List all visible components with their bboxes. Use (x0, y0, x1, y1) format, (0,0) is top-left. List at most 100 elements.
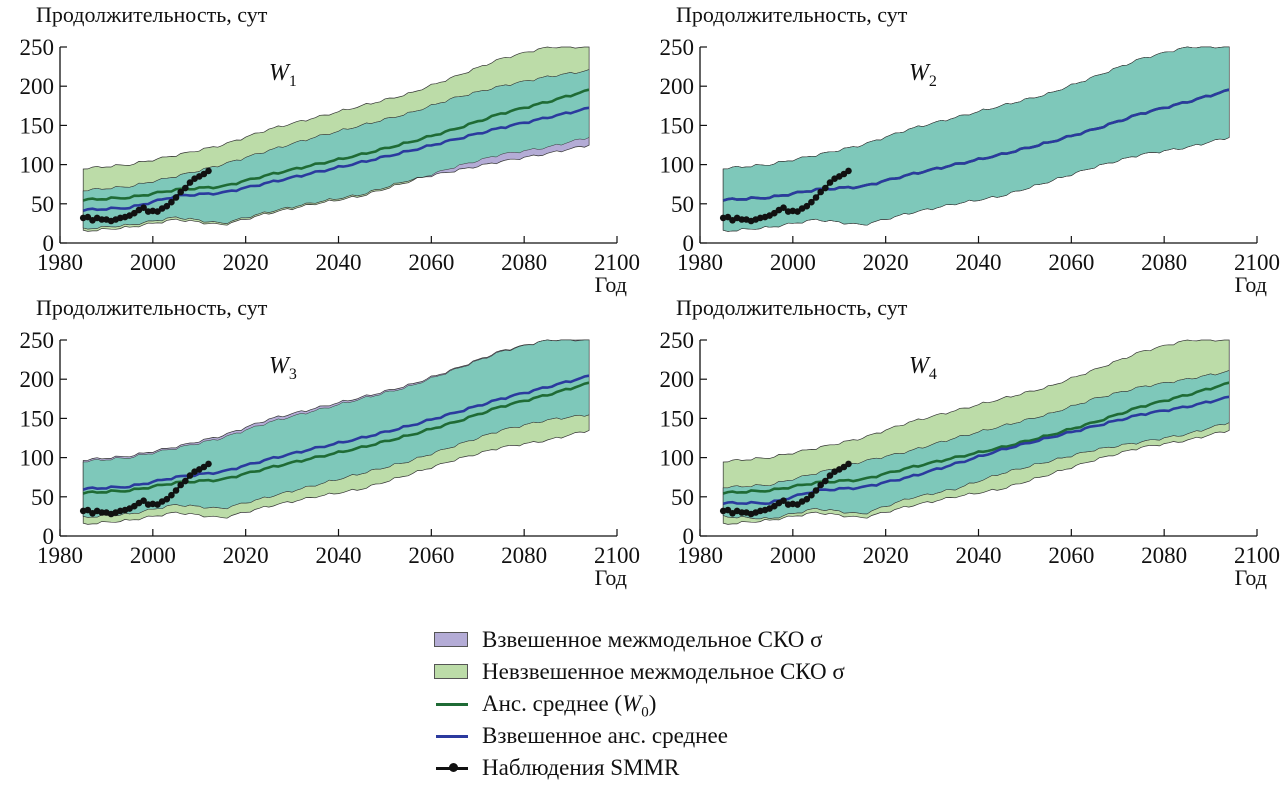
ens-mean-suffix: ) (648, 691, 657, 716)
y-axis-label: Продолжительность, сут (676, 295, 908, 320)
x-tick-label: 2040 (956, 543, 1002, 568)
observation-point (205, 460, 212, 468)
chart-panel-2: 0 50 100 150 200 250 1980 2000 2020 2040 2060 2080 2… (660, 2, 1281, 297)
observation-point (812, 194, 820, 201)
weighted-sigma-swatch (434, 632, 468, 647)
x-tick-label: 2040 (316, 543, 362, 568)
x-axis-label: Год (1235, 565, 1267, 590)
ens-mean-line (722, 381, 1230, 495)
weighted-mean-line-swatch (436, 735, 468, 738)
ens-mean-sub: 0 (641, 704, 649, 721)
y-tick-label: 150 (660, 406, 695, 431)
observation-point (822, 477, 829, 485)
observation-point (845, 167, 852, 175)
observation-point (84, 506, 92, 514)
weighted-mean-line (722, 395, 1230, 506)
observation-point (803, 202, 811, 210)
x-tick-label: 2000 (770, 543, 816, 568)
legend-item-unweighted-sigma: Невзвешенное межмодельное СКО σ (432, 656, 952, 688)
x-tick-label: 2020 (223, 543, 269, 568)
observation-point (168, 491, 175, 499)
y-tick-label: 100 (20, 153, 55, 178)
legend-label-weighted-mean: Взвешенное анс. среднее (482, 723, 728, 748)
x-tick-label: 2000 (770, 250, 816, 275)
x-tick-label: 2060 (1048, 250, 1094, 275)
observation-point (186, 472, 194, 479)
observation-point (140, 497, 147, 505)
observation-point (817, 188, 824, 196)
legend-item-observations: Наблюдения SMMR (432, 752, 952, 784)
panel-symbol: W4 (909, 353, 937, 383)
ens-mean-line-swatch (436, 703, 468, 706)
y-axis-label: Продолжительность, сут (36, 295, 268, 320)
legend-label-weighted-sigma: Взвешенное межмодельное СКО σ (482, 627, 823, 652)
observation-point (186, 179, 194, 186)
y-tick-label: 200 (20, 367, 55, 392)
observation-point (826, 472, 834, 479)
observation-point (172, 487, 180, 494)
y-tick-label: 100 (660, 446, 695, 471)
observations-dot-swatch (449, 763, 458, 772)
x-tick-label: 1980 (677, 250, 723, 275)
y-tick-label: 200 (20, 74, 55, 99)
legend-label-unweighted-sigma: Невзвешенное межмодельное СКО σ (482, 659, 845, 684)
x-tick-label: 2060 (408, 250, 454, 275)
y-tick-label: 50 (31, 485, 54, 510)
x-tick-label: 2040 (316, 250, 362, 275)
x-tick-label: 2100 (594, 543, 640, 568)
x-tick-label: 2060 (1048, 543, 1094, 568)
x-tick-label: 2100 (1234, 250, 1280, 275)
observation-point (163, 202, 171, 210)
x-axis-label: Год (595, 272, 627, 297)
observation-point (177, 188, 184, 196)
y-tick-label: 50 (671, 192, 694, 217)
legend-label-ens-mean: Анс. среднее (W0) (482, 688, 656, 729)
y-tick-label: 250 (660, 328, 695, 353)
y-tick-label: 200 (660, 367, 695, 392)
observation-point (172, 194, 180, 201)
observation-point (168, 198, 175, 206)
x-tick-label: 2100 (1234, 543, 1280, 568)
observation-point (808, 198, 815, 206)
ens-mean-line (82, 88, 590, 202)
x-tick-label: 1980 (37, 250, 83, 275)
observation-point (780, 497, 787, 505)
observation-point (808, 491, 815, 499)
weighted-mean-line (82, 374, 590, 491)
observation-point (205, 167, 212, 175)
y-tick-label: 0 (43, 524, 55, 549)
y-tick-label: 250 (660, 35, 695, 60)
observation-point (724, 506, 732, 514)
y-tick-label: 150 (20, 113, 55, 138)
weighted-mean-line (722, 88, 1230, 202)
observation-point (803, 495, 811, 503)
x-tick-label: 2100 (594, 250, 640, 275)
x-tick-label: 2020 (223, 250, 269, 275)
y-tick-label: 0 (43, 231, 55, 256)
y-tick-label: 0 (683, 524, 695, 549)
x-tick-label: 1980 (677, 543, 723, 568)
observation-point (98, 509, 106, 516)
observation-point (177, 481, 184, 489)
chart-panel-1: 0 50 100 150 200 250 1980 2000 2020 2040 2060 2080 2… (20, 2, 641, 297)
band-overlap (722, 370, 1230, 520)
x-tick-label: 1980 (37, 543, 83, 568)
band-overlap (82, 69, 590, 230)
panel-symbol: W2 (909, 60, 937, 90)
y-tick-label: 250 (20, 35, 55, 60)
y-tick-label: 250 (20, 328, 55, 353)
observation-point (182, 477, 189, 485)
observation-point (738, 509, 746, 516)
x-tick-label: 2040 (956, 250, 1002, 275)
observation-point (780, 204, 787, 211)
ens-mean-line (82, 381, 590, 495)
y-tick-label: 200 (660, 74, 695, 99)
legend: Взвешенное межмодельное СКО σ Невзвешенн… (432, 624, 952, 784)
chart-panel-3: 0 50 100 150 200 250 1980 2000 2020 2040 2060 2080 2… (20, 295, 641, 590)
legend-item-weighted-sigma: Взвешенное межмодельное СКО σ (432, 624, 952, 656)
unweighted-sigma-swatch (434, 664, 468, 679)
legend-item-weighted-mean: Взвешенное анс. среднее (432, 720, 952, 752)
band-overlap (722, 46, 1230, 232)
observation-point (738, 216, 746, 223)
observation-point (182, 184, 189, 192)
